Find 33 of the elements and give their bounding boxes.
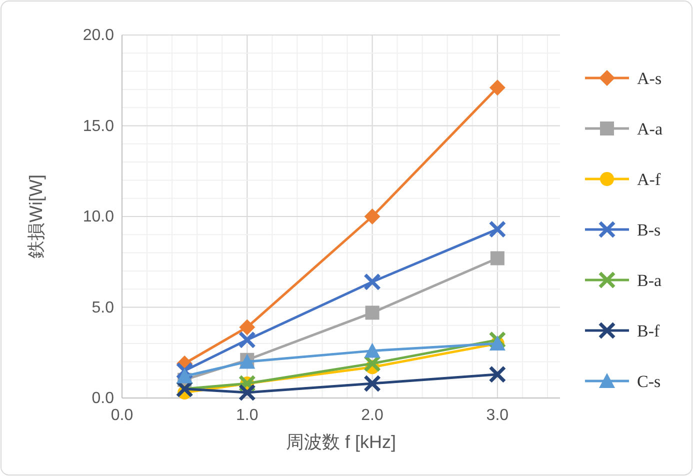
point (490, 251, 504, 266)
y-tick-label: 10.0 (82, 208, 114, 226)
legend-label: A-a (637, 120, 663, 138)
x-axis-title: 周波数 f [kHz] (286, 432, 396, 452)
y-tick-label: 20.0 (82, 27, 114, 44)
y-axis-title: 鉄損Wi[W] (26, 174, 46, 258)
x-tick-label: 2.0 (361, 407, 384, 424)
legend-label: A-s (637, 69, 662, 88)
point (489, 80, 506, 96)
x-tick-label: 3.0 (486, 407, 509, 424)
y-tick-label: 15.0 (82, 118, 114, 135)
legend-label: B-a (637, 271, 662, 290)
x-tick-label: 1.0 (236, 407, 258, 424)
y-tick-label: 0.0 (92, 390, 114, 407)
legend-label: C-s (637, 372, 661, 391)
point (239, 319, 256, 336)
legend-label: B-s (637, 220, 661, 240)
point (364, 354, 382, 372)
point (238, 331, 256, 349)
point (488, 331, 506, 349)
point (364, 273, 382, 291)
legend-label: A-f (637, 170, 661, 189)
point (488, 366, 506, 384)
point (365, 306, 380, 320)
legend-label: B-f (637, 322, 660, 340)
point (364, 374, 382, 392)
y-tick-label: 5.0 (92, 299, 114, 316)
point (364, 342, 380, 358)
x-tick-label: 0.0 (110, 407, 134, 424)
point (238, 384, 256, 402)
point (176, 368, 193, 384)
point (488, 220, 506, 238)
point (364, 208, 380, 224)
